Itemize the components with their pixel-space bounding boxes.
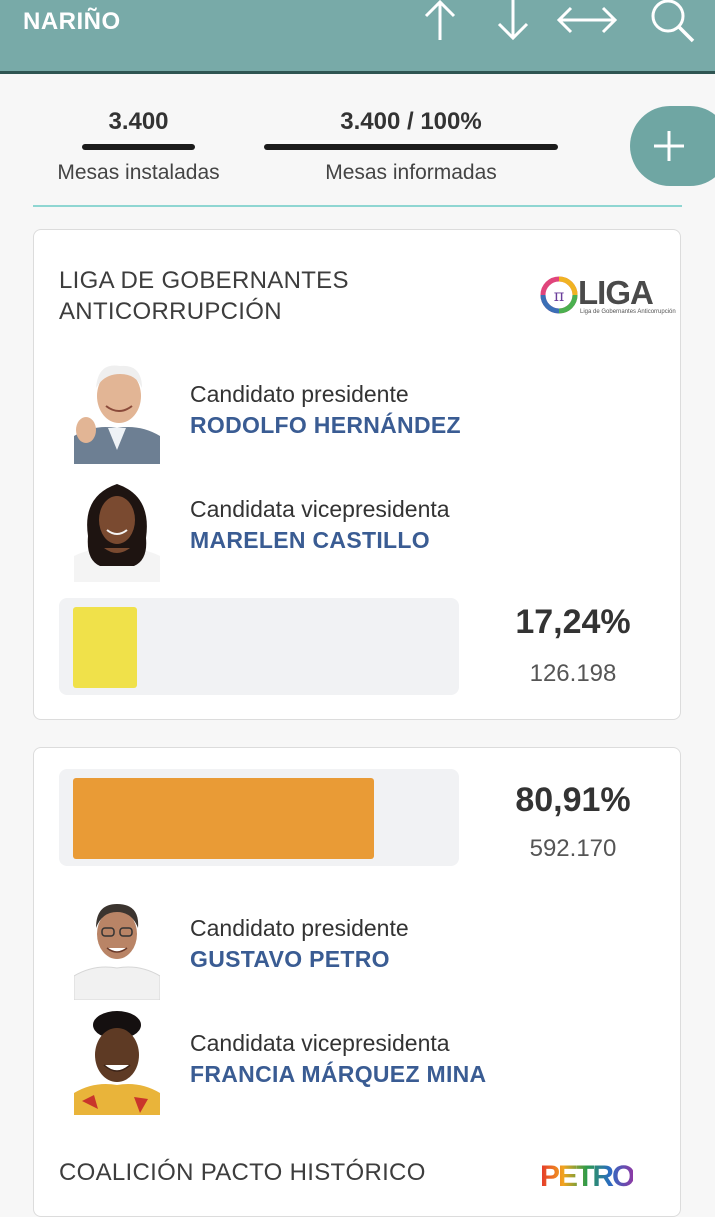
party-name: COALICIÓN PACTO HISTÓRICO — [59, 1159, 426, 1186]
party-name: LIGA DE GOBERNANTES ANTICORRUPCIÓN — [59, 267, 349, 325]
top-bar: NARIÑO — [0, 0, 715, 74]
liga-logo-text: LIGA — [578, 274, 654, 311]
arrow-down-icon[interactable] — [493, 0, 533, 44]
avatar-marelen-castillo — [74, 476, 160, 582]
petro-logo-text: PETRO — [540, 1160, 635, 1193]
search-icon[interactable] — [648, 0, 698, 44]
arrow-left-right-icon[interactable] — [555, 0, 619, 44]
candidate-card-pacto-historico: 80,91% 592.170 Candidato presidente GUST… — [33, 747, 681, 1217]
candidate-card-liga: LIGA DE GOBERNANTES ANTICORRUPCIÓN π LIG… — [33, 229, 681, 720]
vp-name: MARELEN CASTILLO — [190, 527, 430, 553]
vote-bar-fill — [73, 778, 374, 859]
plus-icon — [654, 131, 684, 161]
mesas-informadas-stat: 3.400 / 100% — [264, 108, 558, 160]
mesas-instaladas-bar — [82, 144, 195, 150]
divider — [33, 205, 682, 207]
svg-text:π: π — [554, 286, 565, 305]
mesas-informadas-bar — [264, 144, 558, 150]
president-role: Candidato presidente — [190, 915, 409, 941]
vote-bar-fill — [73, 607, 137, 688]
mesas-informadas-label: Mesas informadas — [325, 161, 497, 184]
mesas-instaladas-stat: 3.400 — [82, 108, 195, 160]
avatar-gustavo-petro — [74, 894, 160, 1000]
arrow-up-icon[interactable] — [420, 0, 460, 44]
president-name: GUSTAVO PETRO — [190, 946, 390, 972]
mesas-instaladas-value: 3.400 — [108, 108, 169, 135]
vote-bar-track — [59, 769, 459, 866]
vote-percentage: 80,91% — [515, 781, 631, 819]
vp-role: Candidata vicepresidenta — [190, 1030, 450, 1056]
vote-percentage: 17,24% — [515, 603, 631, 641]
mesas-informadas-value: 3.400 / 100% — [340, 108, 482, 135]
region-title: NARIÑO — [23, 8, 121, 35]
mesas-instaladas-label: Mesas instaladas — [57, 161, 220, 184]
president-name: RODOLFO HERNÁNDEZ — [190, 412, 461, 438]
vote-count: 592.170 — [529, 835, 617, 862]
liga-logo-icon: π — [540, 276, 578, 314]
vp-role: Candidata vicepresidenta — [190, 496, 450, 522]
petro-logo: PETRO — [540, 1160, 660, 1194]
expand-button[interactable] — [630, 106, 715, 186]
liga-logo-subtext: Liga de Gobernantes Anticorrupción — [580, 309, 676, 315]
avatar-rodolfo-hernandez — [74, 358, 160, 464]
avatar-francia-marquez — [74, 1009, 160, 1115]
president-role: Candidato presidente — [190, 381, 409, 407]
vote-count: 126.198 — [529, 660, 617, 687]
vp-name: FRANCIA MÁRQUEZ MINA — [190, 1061, 487, 1087]
liga-logo: π LIGA Liga de Gobernantes Anticorrupció… — [540, 274, 676, 316]
vote-bar-track — [59, 598, 459, 695]
